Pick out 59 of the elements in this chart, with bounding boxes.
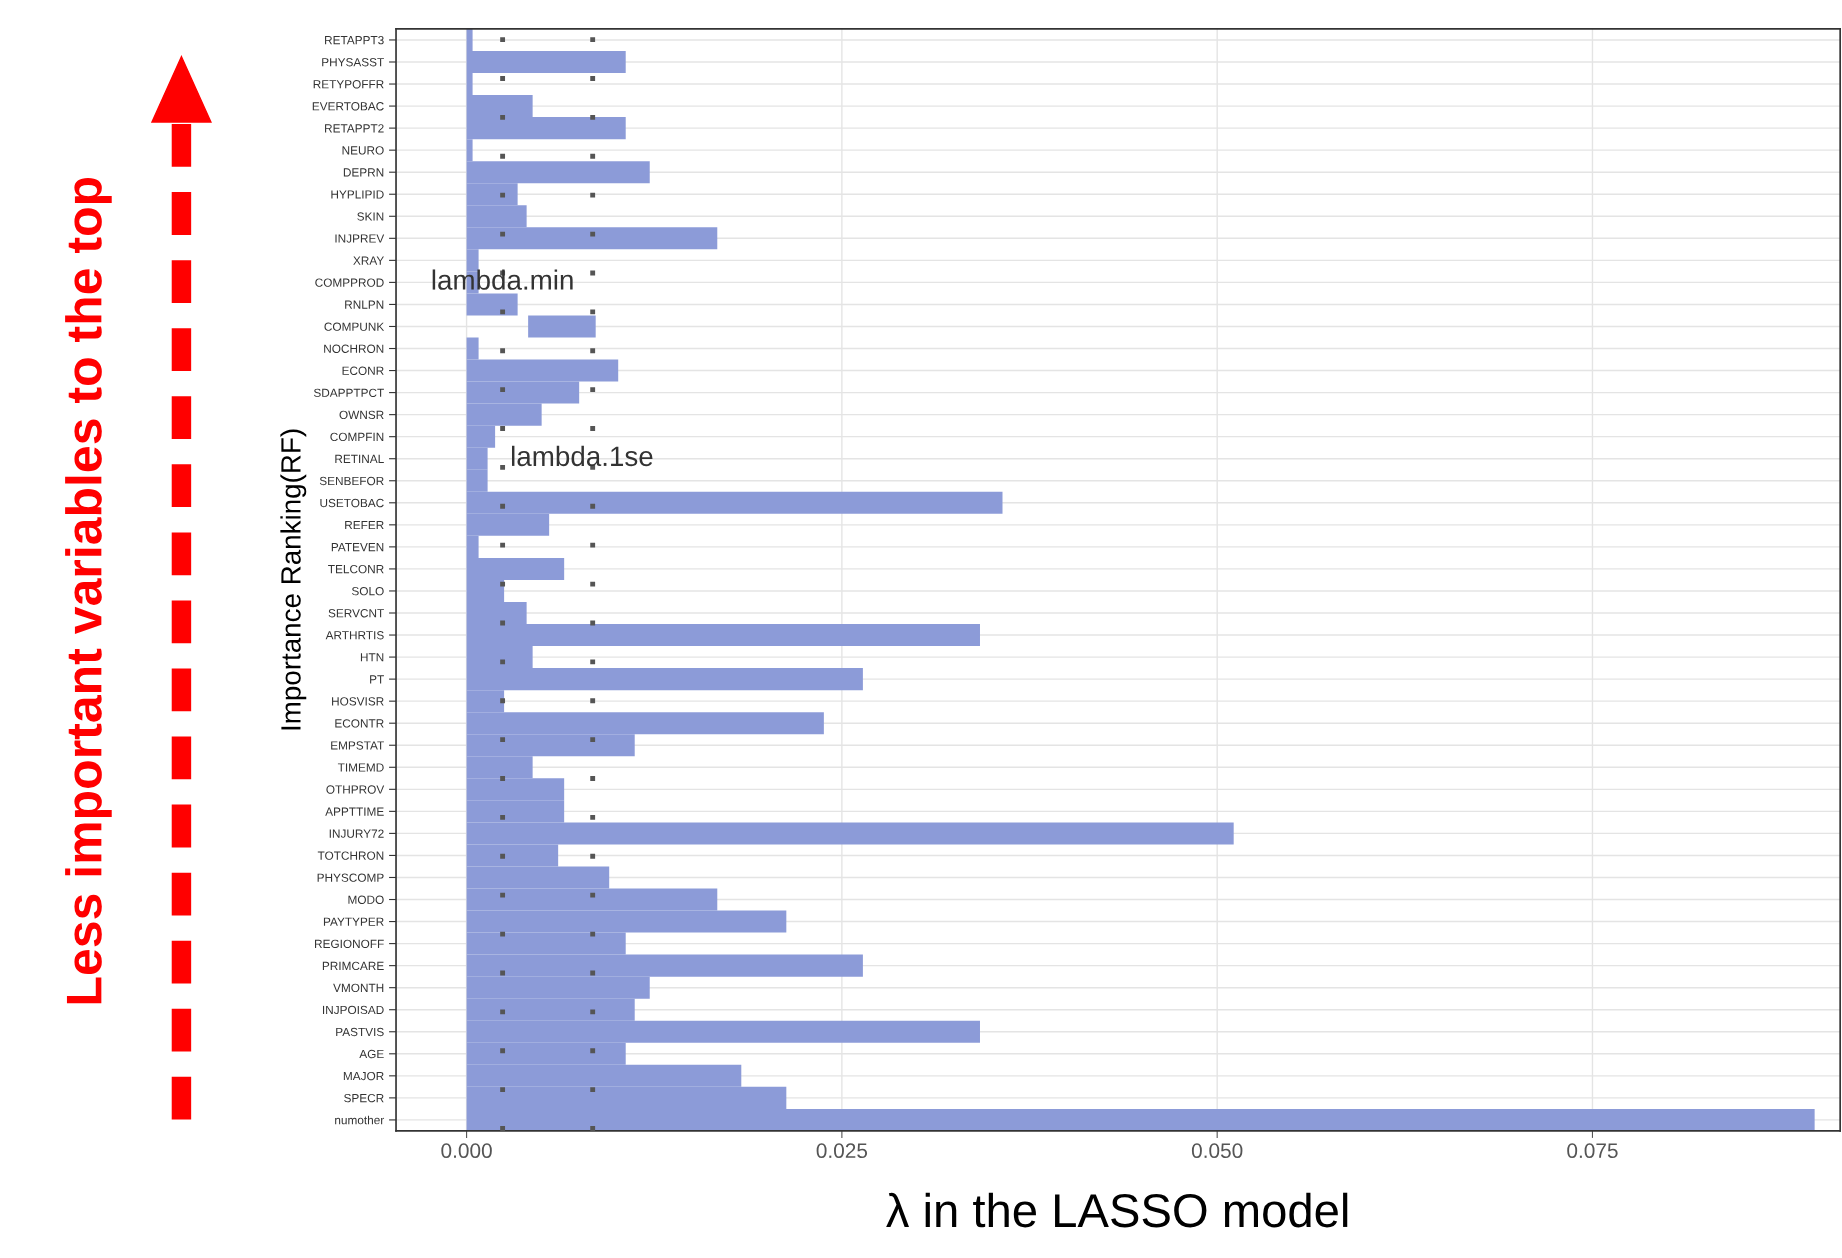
y-tick-label: COMPPROD xyxy=(315,278,384,287)
y-tick-label: REFER xyxy=(345,520,384,530)
y-tick-label: APPTTIME xyxy=(325,807,384,816)
y-tick-label: PATEVEN xyxy=(331,543,384,552)
x-tick-label: 0.050 xyxy=(1191,1143,1243,1159)
y-tick-label: RETAPPT3 xyxy=(325,35,384,45)
x-tick-label: 0.000 xyxy=(441,1143,492,1159)
y-tick-label: SKIN xyxy=(357,212,384,221)
y-tick-label: REGIONOFF xyxy=(315,939,384,948)
text: Less important variables to the top xyxy=(65,177,112,1004)
y-tick-label: OWNSR xyxy=(339,410,384,420)
y-tick-label: EVERTOBAC xyxy=(312,102,384,111)
y-tick-label: TIMEMD xyxy=(337,763,384,772)
y-tick-label: ECONR xyxy=(342,366,384,375)
y-tick-label: PRIMCARE xyxy=(322,961,384,971)
y-tick-label: NEURO xyxy=(342,146,384,155)
y-tick-label: DEPRN xyxy=(343,168,384,177)
y-tick-label: TOTCHRON xyxy=(317,851,384,860)
y-tick-label: SENBEFOR xyxy=(319,476,384,486)
annotation: lambda.1se xyxy=(511,445,653,467)
y-tick-label: XRAY xyxy=(353,256,384,265)
x-axis-title: λ in the LASSO model xyxy=(886,1192,1348,1228)
y-tick-label: HTN xyxy=(360,653,384,662)
y-tick-label: ECONTR xyxy=(335,719,384,728)
x-tick-label: 0.025 xyxy=(816,1143,868,1159)
y-tick-label: VMONTH xyxy=(333,983,384,993)
y-tick-label: NOCHRON xyxy=(324,344,384,353)
y-tick-label: RNLPN xyxy=(345,300,384,309)
y-tick-label: HOSVISR xyxy=(332,697,384,706)
y-tick-label: TELCONR xyxy=(328,564,384,574)
y-tick-label: numother xyxy=(335,1115,385,1125)
y-tick-label: OTHPROV xyxy=(326,785,385,794)
y-tick-label: RETINAL xyxy=(335,454,384,463)
y-tick-label: SOLO xyxy=(351,586,384,596)
y-tick-label: PASTVIS xyxy=(336,1027,384,1037)
y-tick-label: INJPREV xyxy=(335,234,385,243)
y-axis-title: Importance Ranking(RF) xyxy=(280,429,307,730)
y-tick-label: SPECR xyxy=(344,1093,384,1103)
y-tick-label: PHYSASST xyxy=(322,58,384,67)
y-tick-label: MAJOR xyxy=(343,1071,384,1081)
y-tick-label: RETAPPT2 xyxy=(325,124,384,133)
y-tick-label: INJURY72 xyxy=(329,829,384,838)
y-tick-label: RETYPOFFR xyxy=(313,80,384,89)
y-tick-label: SERVCNT xyxy=(328,609,384,618)
y-tick-label: PHYSCOMP xyxy=(317,873,384,882)
y-tick-label: EMPSTAT xyxy=(331,741,384,750)
y-tick-label: PAYTYPER xyxy=(323,917,384,926)
y-tick-label: INJPOISAD xyxy=(322,1005,384,1015)
y-tick-label: MODO xyxy=(348,895,384,904)
y-tick-label: USETOBAC xyxy=(320,498,384,508)
y-tick-label: COMPFIN xyxy=(330,432,384,442)
y-tick-label: SDAPPTPCT xyxy=(313,388,384,397)
x-tick-label: 0.075 xyxy=(1567,1143,1618,1159)
y-tick-label: COMPUNK xyxy=(324,322,385,331)
bar xyxy=(528,315,596,338)
y-tick-label: AGE xyxy=(359,1049,384,1059)
y-tick-label: PT xyxy=(370,675,384,684)
y-tick-label: ARTHRTIS xyxy=(325,631,384,640)
y-tick-label: HYPLIPID xyxy=(331,190,384,199)
